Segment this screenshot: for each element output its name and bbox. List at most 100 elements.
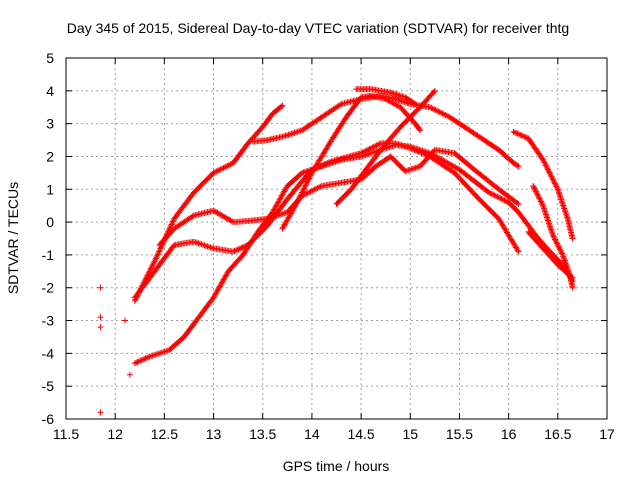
data-point bbox=[552, 180, 559, 187]
data-point bbox=[431, 106, 438, 113]
data-point bbox=[220, 164, 227, 171]
data-point bbox=[145, 354, 152, 361]
data-point bbox=[542, 162, 549, 169]
data-point bbox=[530, 182, 537, 189]
data-point bbox=[438, 109, 445, 116]
data-point bbox=[156, 247, 163, 254]
series-9 bbox=[510, 128, 576, 242]
data-point bbox=[557, 247, 564, 254]
data-point bbox=[126, 371, 133, 378]
data-point bbox=[192, 239, 199, 246]
data-point bbox=[515, 201, 522, 208]
data-point bbox=[288, 130, 295, 137]
data-point bbox=[135, 358, 142, 365]
data-point bbox=[153, 254, 160, 261]
y-tick-label: 3 bbox=[46, 116, 54, 132]
data-point bbox=[209, 244, 216, 251]
data-point bbox=[313, 185, 320, 192]
data-point bbox=[540, 158, 547, 165]
data-point bbox=[202, 242, 209, 249]
x-axis-label: GPS time / hours bbox=[283, 458, 390, 474]
data-point bbox=[495, 194, 502, 201]
data-point bbox=[327, 158, 334, 165]
data-point bbox=[224, 162, 231, 169]
y-tick-label: 4 bbox=[46, 83, 54, 99]
data-point bbox=[550, 233, 557, 240]
data-point bbox=[442, 111, 449, 118]
data-point bbox=[300, 186, 307, 193]
data-point bbox=[556, 246, 563, 253]
data-point bbox=[410, 100, 417, 107]
data-point bbox=[419, 150, 426, 157]
data-point bbox=[306, 174, 313, 181]
data-point bbox=[230, 248, 237, 255]
data-point bbox=[306, 189, 313, 196]
data-point bbox=[325, 159, 332, 166]
x-tick-label: 15.5 bbox=[446, 426, 473, 442]
data-point bbox=[373, 142, 380, 149]
data-point bbox=[283, 132, 290, 139]
data-point bbox=[552, 237, 559, 244]
data-point bbox=[447, 161, 454, 168]
data-point bbox=[227, 161, 234, 168]
data-point bbox=[302, 182, 309, 189]
data-point bbox=[426, 104, 433, 111]
data-point bbox=[337, 101, 344, 108]
series-7 bbox=[333, 87, 438, 208]
data-point bbox=[234, 246, 241, 253]
data-point bbox=[301, 183, 308, 190]
data-point bbox=[282, 132, 289, 139]
data-point bbox=[553, 239, 560, 246]
data-point bbox=[362, 148, 369, 155]
data-point bbox=[376, 141, 383, 148]
data-point bbox=[232, 247, 239, 254]
data-point bbox=[226, 162, 233, 169]
data-point bbox=[210, 169, 217, 176]
data-point bbox=[238, 245, 245, 252]
data-point bbox=[417, 127, 424, 134]
data-point bbox=[389, 99, 396, 106]
y-tick-label: -6 bbox=[42, 411, 55, 427]
data-point bbox=[487, 190, 494, 197]
data-point bbox=[294, 199, 301, 206]
data-point bbox=[358, 150, 365, 157]
data-point bbox=[440, 111, 447, 118]
data-point bbox=[189, 213, 196, 220]
data-point bbox=[449, 162, 456, 169]
data-point bbox=[295, 196, 302, 203]
data-point bbox=[542, 160, 549, 167]
data-point bbox=[545, 167, 552, 174]
data-point bbox=[134, 359, 141, 366]
data-point bbox=[303, 181, 310, 188]
data-point bbox=[554, 242, 561, 249]
data-point bbox=[231, 248, 238, 255]
data-point bbox=[324, 160, 331, 167]
data-point bbox=[550, 177, 557, 184]
data-point bbox=[433, 107, 440, 114]
data-point bbox=[393, 101, 400, 108]
data-point bbox=[490, 191, 497, 198]
data-point bbox=[152, 351, 159, 358]
data-point bbox=[416, 126, 423, 133]
data-point bbox=[216, 167, 223, 174]
data-point bbox=[366, 145, 373, 152]
data-point bbox=[568, 273, 575, 280]
data-point bbox=[414, 148, 421, 155]
x-tick-label: 15 bbox=[402, 426, 418, 442]
data-point bbox=[155, 249, 162, 256]
data-point bbox=[152, 255, 159, 262]
data-point bbox=[314, 185, 321, 192]
data-point bbox=[511, 129, 518, 136]
data-point bbox=[221, 164, 228, 171]
data-point bbox=[430, 148, 437, 155]
x-tick-label: 12 bbox=[107, 426, 123, 442]
data-point bbox=[301, 185, 308, 192]
x-tick-label: 12.5 bbox=[151, 426, 178, 442]
data-point bbox=[514, 247, 521, 254]
data-point bbox=[429, 105, 436, 112]
data-point bbox=[365, 146, 372, 153]
data-point bbox=[307, 172, 314, 179]
data-point bbox=[549, 232, 556, 239]
data-point bbox=[169, 220, 176, 227]
data-point bbox=[514, 162, 521, 169]
